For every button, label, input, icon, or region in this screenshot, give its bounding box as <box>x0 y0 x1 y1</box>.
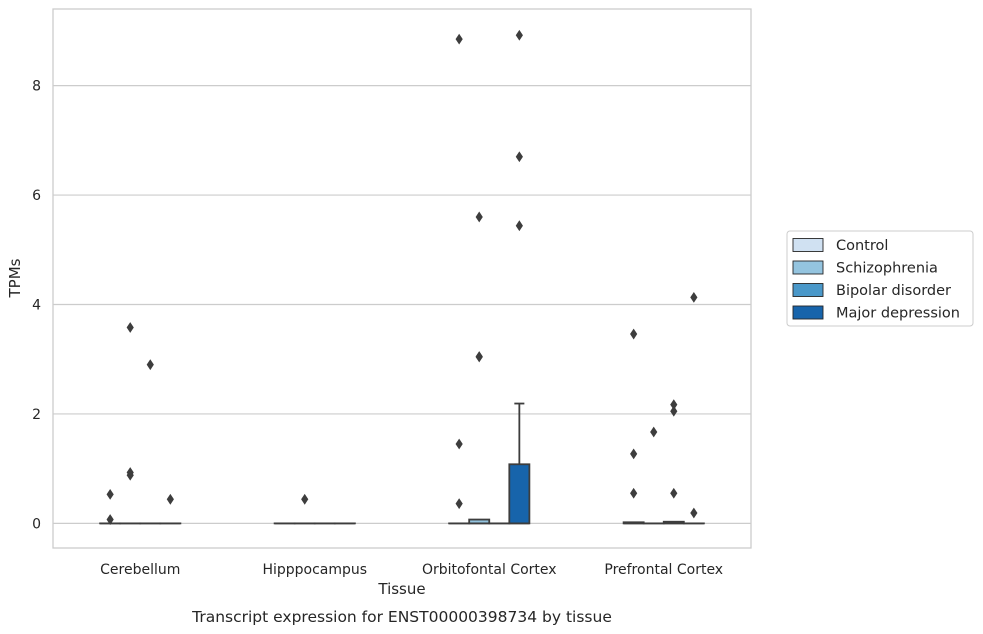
legend-swatch <box>792 283 824 297</box>
outlier-points <box>106 29 698 525</box>
outlier-point <box>146 359 154 371</box>
box <box>662 520 685 525</box>
x-tick-label: Prefrontal Cortex <box>604 562 723 578</box>
outlier-point <box>455 498 463 510</box>
outlier-point <box>630 328 638 340</box>
x-tick-label: Orbitofontal Cortex <box>422 562 557 578</box>
chart-caption: Transcript expression for ENST0000039873… <box>191 608 612 626</box>
outlier-point <box>455 33 463 45</box>
y-tick-label: 8 <box>32 79 41 95</box>
y-tick-label: 0 <box>32 516 41 532</box>
plot-area <box>52 8 752 549</box>
legend-swatch <box>792 260 824 275</box>
y-axis-label: TPMs <box>6 258 24 298</box>
outlier-point <box>690 291 698 303</box>
x-tick-label: Hipppocampus <box>262 562 367 578</box>
y-tick-labels: 0 2 4 6 8 <box>32 79 41 533</box>
legend-swatch <box>792 238 824 252</box>
outlier-point <box>126 469 134 481</box>
legend-item: Major depression <box>792 305 960 322</box>
box <box>622 521 645 525</box>
outlier-point <box>670 405 678 417</box>
outlier-point <box>515 151 523 163</box>
legend-label: Major depression <box>836 306 960 322</box>
outlier-point <box>515 29 523 41</box>
outlier-point <box>475 211 483 223</box>
outlier-point <box>126 322 134 333</box>
outlier-point <box>630 487 638 499</box>
legend-item: Schizophrenia <box>792 260 938 277</box>
legend-label: Schizophrenia <box>836 261 938 277</box>
legend: Control Schizophrenia Bipolar disorder Majo… <box>786 230 974 327</box>
outlier-point <box>650 426 658 438</box>
outlier-point <box>670 487 678 499</box>
outlier-point <box>515 220 523 232</box>
box-body <box>508 463 531 525</box>
legend-frame <box>786 230 974 327</box>
outlier-point <box>106 514 114 525</box>
outlier-point <box>455 438 463 450</box>
outlier-point <box>690 507 698 519</box>
outlier-point <box>475 351 483 363</box>
outlier-point <box>630 448 638 460</box>
x-tick-label: Cerebellum <box>100 562 180 578</box>
outlier-point <box>166 493 174 505</box>
y-tick-label: 6 <box>32 188 41 204</box>
x-tick-labels: Cerebellum Hipppocampus Orbitofontal Corte… <box>100 562 723 578</box>
y-tick-label: 4 <box>32 297 41 313</box>
box-series <box>99 402 705 525</box>
legend-swatch <box>792 305 824 320</box>
y-tick-label: 2 <box>32 407 41 423</box>
x-axis-label: Tissue <box>377 580 425 598</box>
legend-item: Control <box>792 238 888 254</box>
outlier-point <box>106 488 114 500</box>
legend-item: Bipolar disorder <box>792 283 951 299</box>
legend-label: Bipolar disorder <box>836 283 951 299</box>
box <box>468 518 491 525</box>
outlier-point <box>301 493 309 505</box>
outlier-point <box>670 399 678 411</box>
box <box>508 402 531 525</box>
legend-label: Control <box>836 238 888 254</box>
